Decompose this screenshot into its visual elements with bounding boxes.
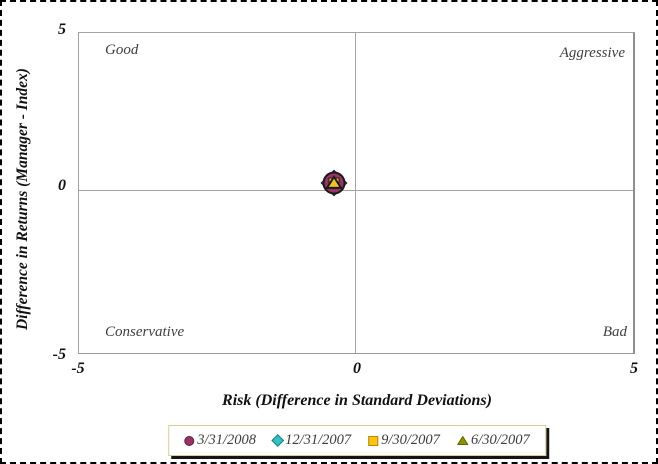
legend-label: 3/31/2008 — [197, 432, 257, 448]
quadrant-label-conservative: Conservative — [105, 324, 185, 340]
x-axis-title: Risk (Difference in Standard Deviations) — [222, 392, 492, 409]
legend-circle-icon — [184, 435, 195, 446]
x-zero-line — [355, 33, 356, 353]
legend-item: 6/30/2007 — [456, 432, 530, 449]
legend: 3/31/2008 12/31/2007 9/30/2007 6/30/2007 — [168, 425, 546, 456]
y-zero-line — [79, 189, 633, 191]
legend-label: 12/31/2007 — [285, 432, 352, 448]
quadrant-label-bad: Bad — [602, 324, 627, 340]
x-tick-minus-5: -5 — [71, 360, 85, 377]
plot-area: Good Aggressive Conservative Bad — [78, 32, 635, 354]
quadrant-label-aggressive: Aggressive — [559, 45, 625, 61]
marker-triangle — [325, 175, 343, 190]
y-tick-minus-5: -5 — [52, 346, 66, 363]
legend-label: 6/30/2007 — [470, 432, 530, 448]
x-tick-0: 0 — [353, 360, 361, 377]
y-tick-0: 0 — [58, 177, 66, 194]
x-tick-5: 5 — [630, 360, 638, 377]
legend-item: 12/31/2007 — [271, 432, 352, 449]
legend-label: 9/30/2007 — [381, 432, 440, 448]
legend-item: 9/30/2007 — [368, 432, 440, 449]
legend-diamond-icon — [271, 434, 284, 447]
legend-square-icon — [368, 435, 379, 446]
quadrant-label-good: Good — [105, 42, 139, 58]
legend-triangle-icon — [456, 436, 468, 445]
legend-item: 3/31/2008 — [184, 432, 256, 449]
y-tick-5: 5 — [58, 21, 66, 38]
y-axis-title: Difference in Returns (Manager - Index) — [14, 68, 31, 330]
